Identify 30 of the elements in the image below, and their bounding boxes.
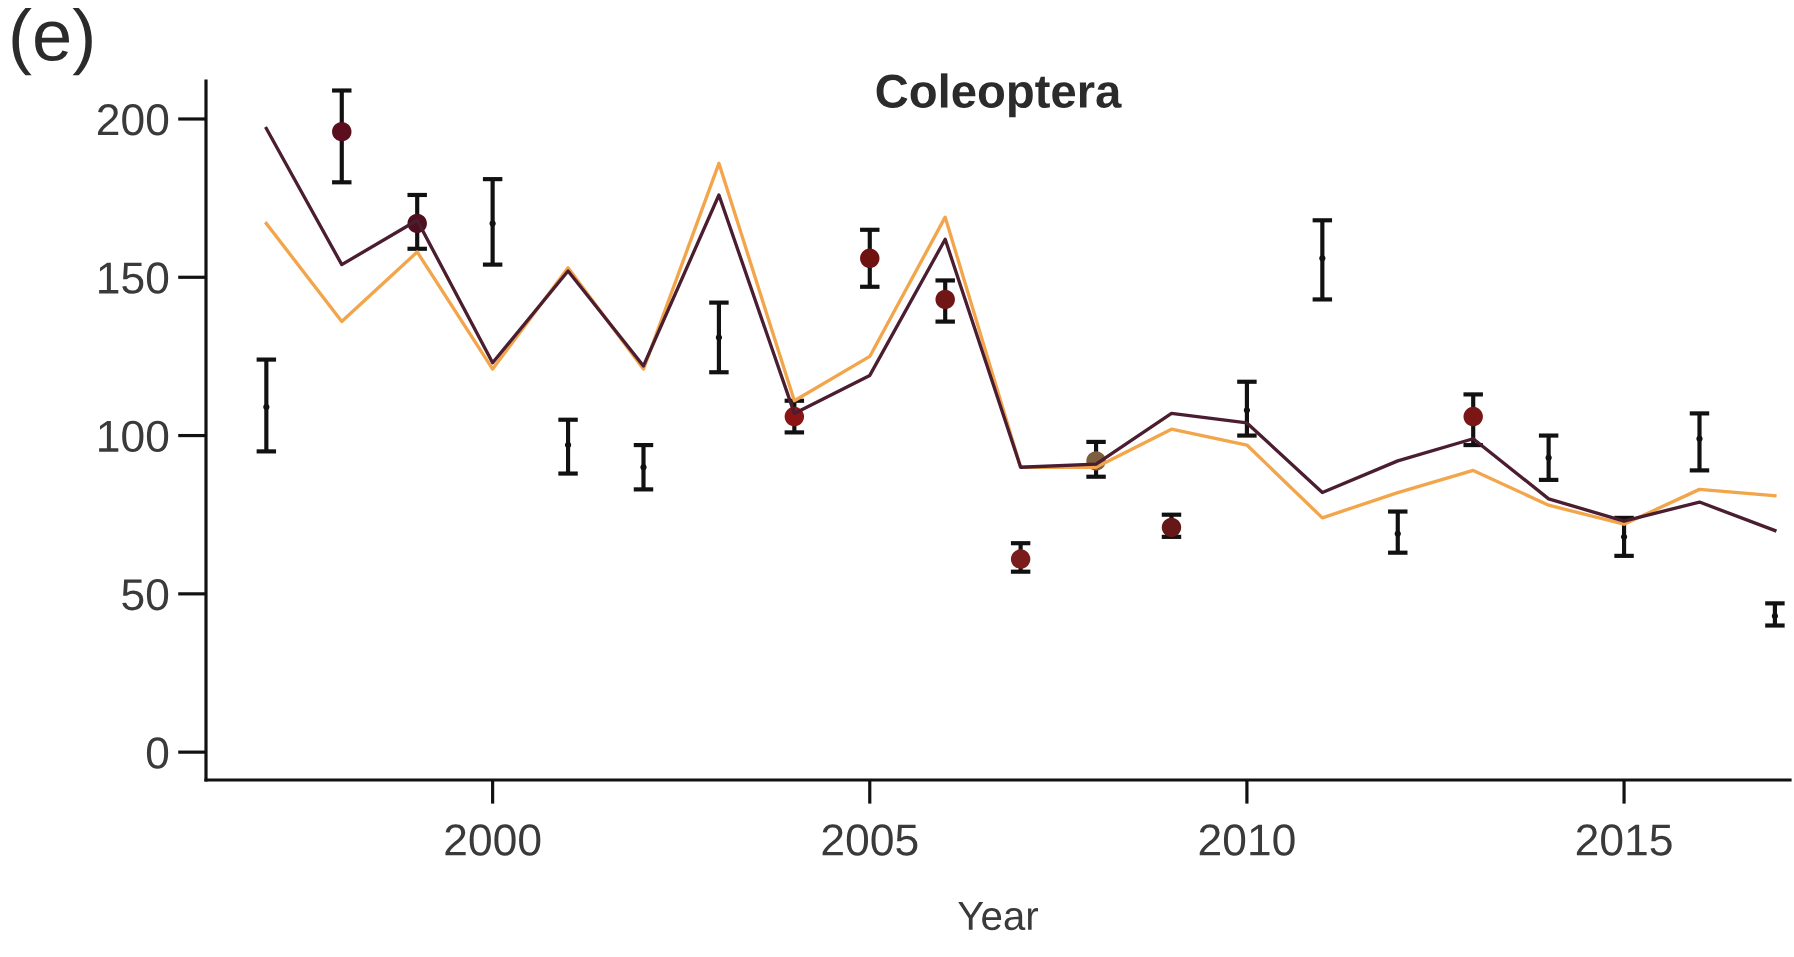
y-tick-label: 100 — [99, 420, 169, 453]
point — [263, 403, 270, 411]
y-tick-label: 150 — [99, 262, 169, 294]
text: (e) — [12, 8, 92, 76]
point — [1394, 530, 1401, 537]
point — [935, 289, 955, 310]
chart-title: Coleoptera — [876, 73, 1122, 118]
y-tick-label: 200 — [97, 104, 169, 136]
point — [1161, 517, 1182, 538]
point — [332, 121, 352, 142]
point — [640, 464, 647, 471]
point — [860, 248, 880, 268]
point — [1620, 533, 1628, 540]
point — [489, 220, 496, 227]
point — [1545, 454, 1552, 461]
point — [715, 334, 723, 341]
y-tick-label: 0 — [146, 737, 169, 769]
point — [1010, 549, 1031, 569]
point — [1463, 406, 1483, 427]
x-tick-label: 2000 — [445, 824, 541, 856]
point — [1771, 612, 1779, 620]
point — [1696, 435, 1703, 442]
point — [1243, 407, 1251, 414]
x-tick-label: 2005 — [822, 824, 918, 856]
x-tick-label: 2010 — [1199, 824, 1295, 856]
x-tick-label: 2015 — [1576, 824, 1672, 856]
point — [1319, 255, 1326, 262]
y-tick-label: 50 — [122, 578, 169, 611]
point — [564, 441, 572, 449]
x-axis-title: Year — [958, 902, 1039, 931]
